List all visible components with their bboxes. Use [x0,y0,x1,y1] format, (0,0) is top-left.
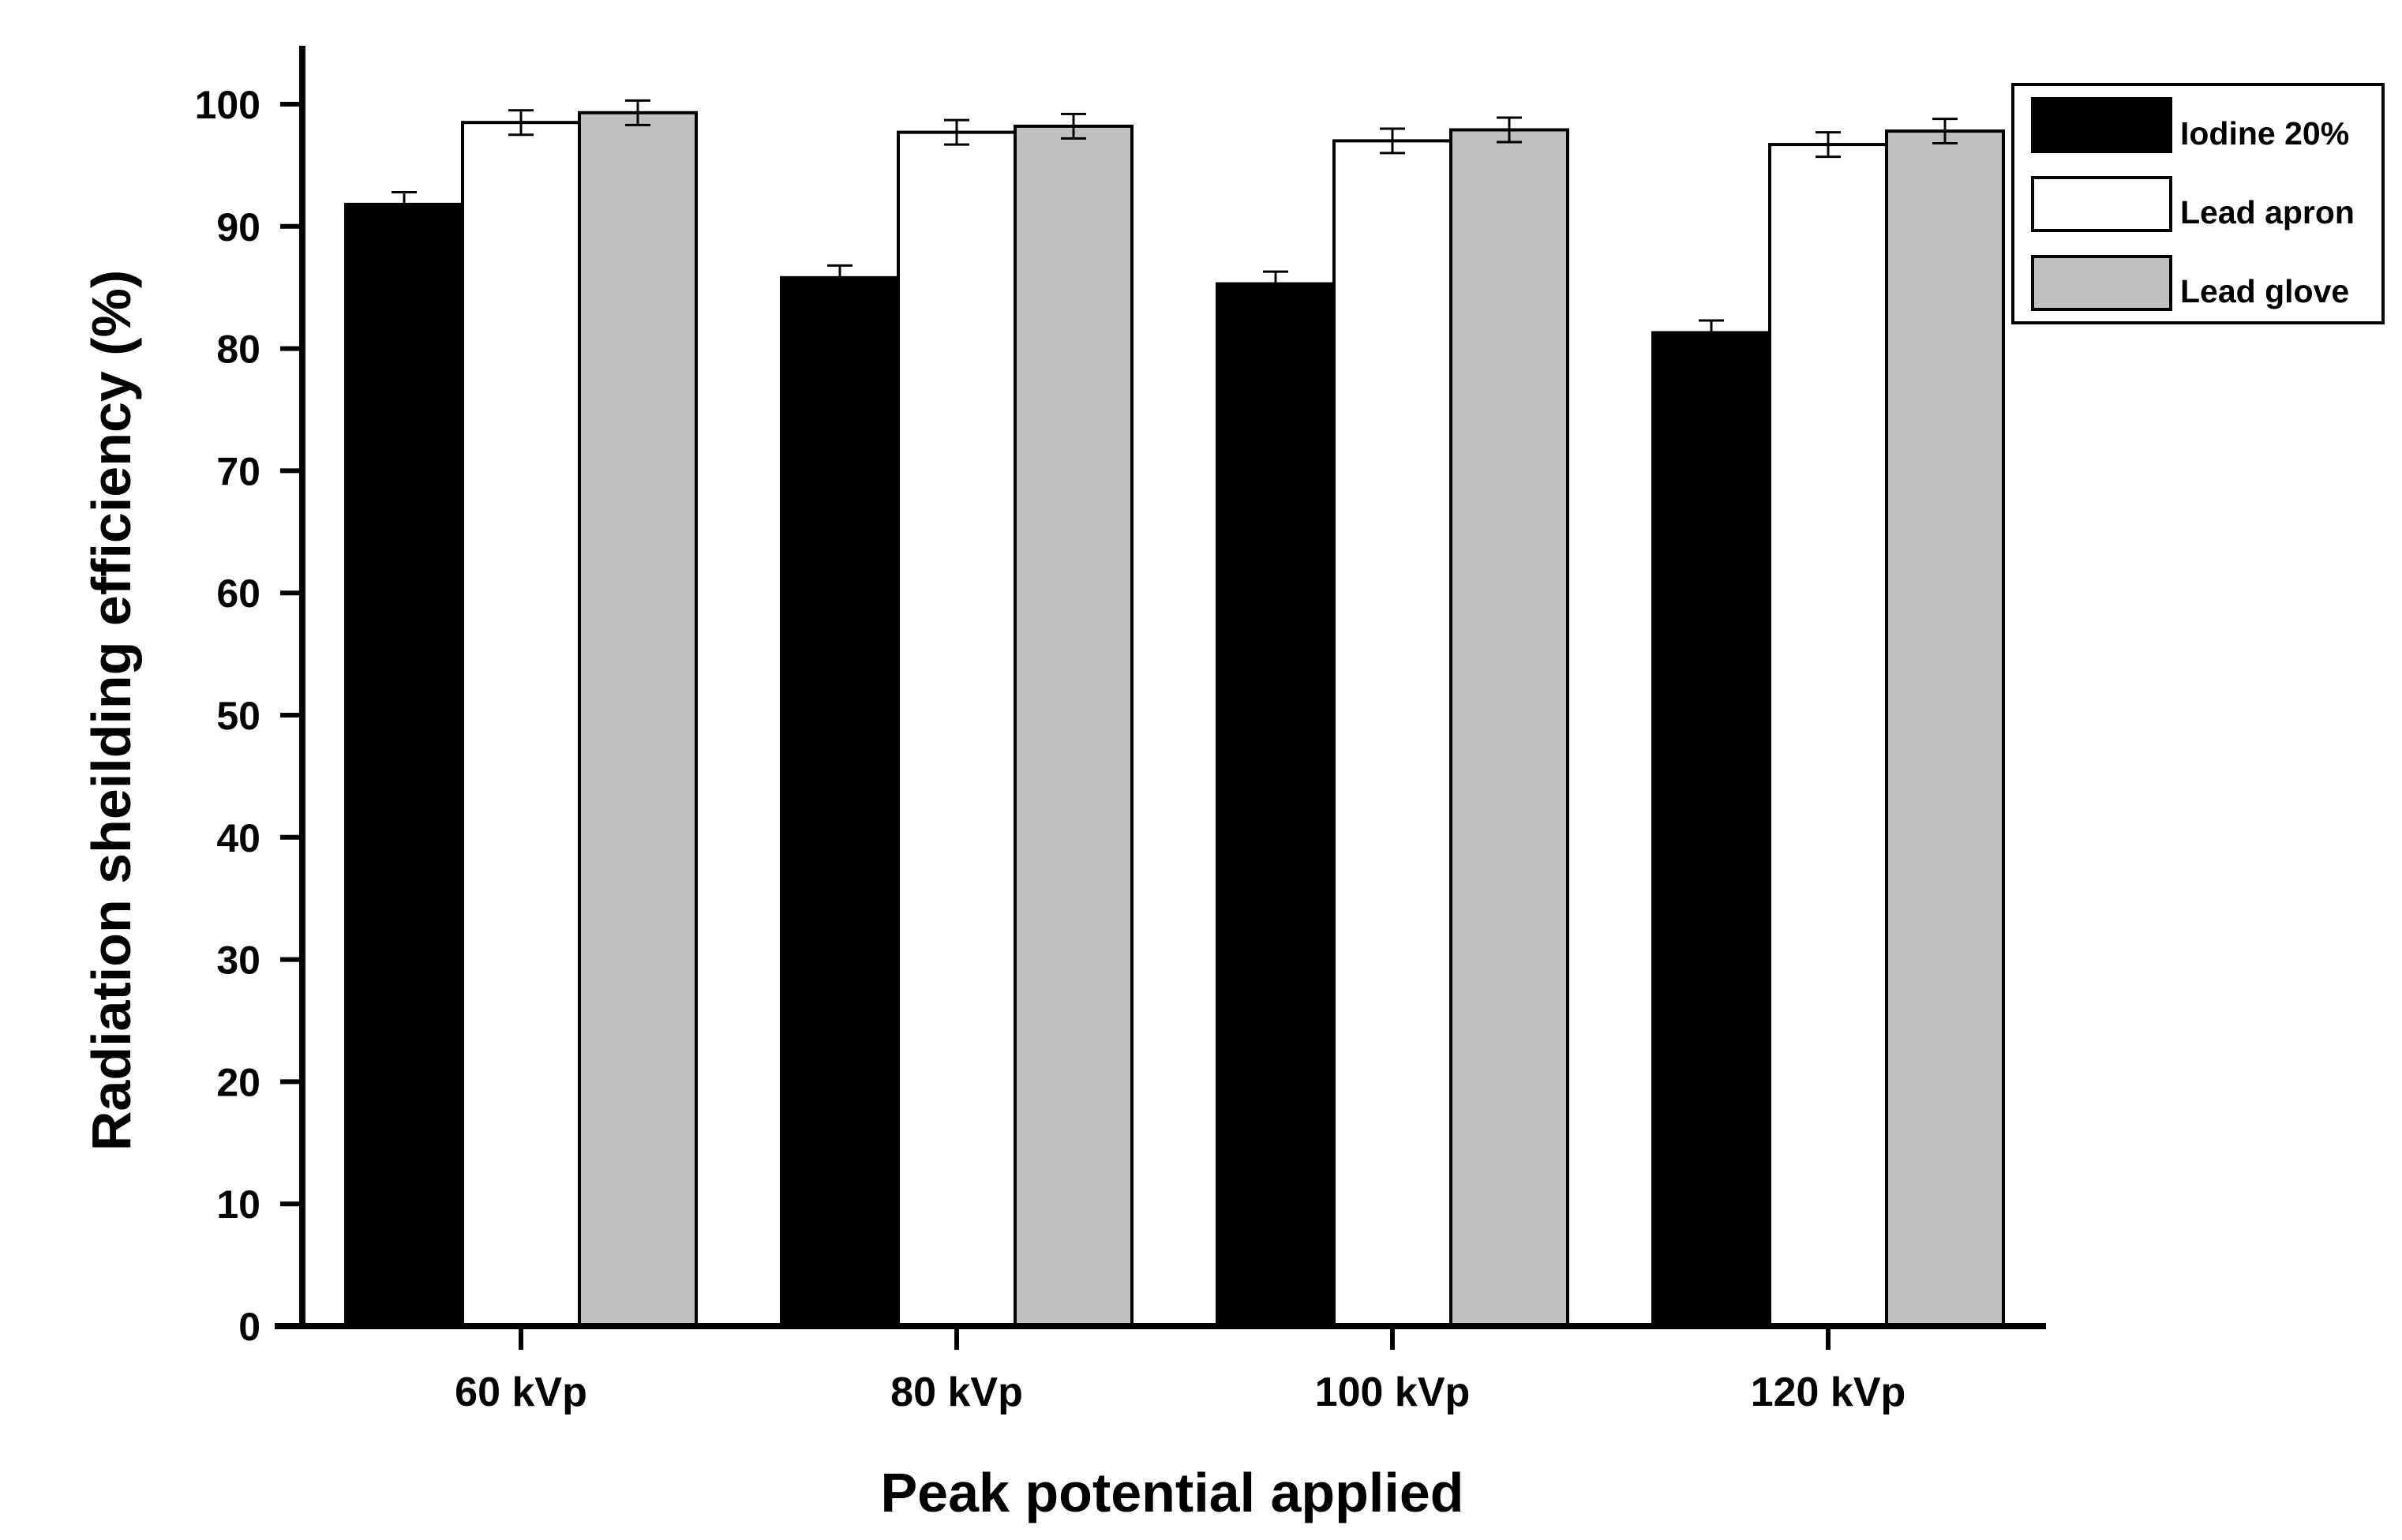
error-bars-layer [392,99,1958,347]
y-tick-label-30: 30 [216,939,260,983]
x-tick-label-2: 80 kVp [890,1370,1023,1415]
bar-iodine-20-3 [1216,282,1336,1328]
x-axis-title: Peak potential applied [880,1462,1463,1523]
x-tick-label-4: 120 kVp [1751,1370,1906,1415]
bar-lead-glove-4 [1885,129,2005,1328]
bar-lead-apron-3 [1332,139,1452,1328]
y-tick-label-60: 60 [216,571,260,616]
y-tick-label-10: 10 [216,1182,260,1227]
legend-swatch-lead-apron [2031,176,2172,232]
y-tick-label-0: 0 [238,1305,260,1349]
bar-iodine-20-2 [780,275,900,1328]
y-tick-label-90: 90 [216,205,260,249]
x-tick-label-1: 60 kVp [455,1370,587,1415]
bar-lead-glove-2 [1014,124,1134,1328]
bar-lead-glove-3 [1449,128,1569,1328]
bar-lead-apron-1 [461,121,581,1328]
y-tick-label-100: 100 [195,83,260,127]
legend-label-lead-apron: Lead apron [2180,194,2355,230]
y-tick-label-80: 80 [216,328,260,372]
y-tick-label-40: 40 [216,816,260,860]
legend-label-iodine-20: Iodine 20% [2180,115,2349,152]
legend: Iodine 20% Lead apron Lead glove [2011,83,2385,324]
bars-layer [344,111,2005,1328]
bar-lead-glove-1 [578,111,698,1328]
bar-lead-apron-4 [1768,143,1888,1328]
bar-iodine-20-1 [344,202,464,1328]
legend-swatch-iodine-20 [2031,97,2172,153]
y-tick-label-70: 70 [216,449,260,493]
y-axis-title: Radiation sheilding efficiency (%) [81,270,142,1151]
x-ticks-layer: 60 kVp 80 kVp 100 kVp 120 kVp [455,1326,1905,1415]
legend-items: Iodine 20% Lead apron Lead glove [2031,97,2355,311]
legend-label-lead-glove: Lead glove [2180,273,2349,309]
y-ticks-layer: 0 10 20 30 40 50 60 70 80 90 100 [195,83,302,1349]
bar-iodine-20-4 [1651,331,1771,1328]
legend-swatch-lead-glove [2031,255,2172,311]
y-tick-label-50: 50 [216,694,260,738]
x-tick-label-3: 100 kVp [1315,1370,1471,1415]
y-tick-label-20: 20 [216,1060,260,1104]
bar-lead-apron-2 [897,130,1017,1328]
